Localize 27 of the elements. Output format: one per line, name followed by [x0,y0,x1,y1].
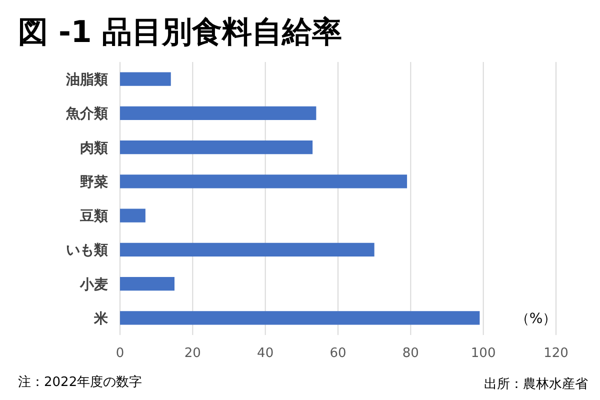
x-tick-label: 0 [116,346,124,361]
x-tick-label: 40 [257,346,274,361]
text: 注：2022年度の数字 [18,374,142,390]
bar [120,140,313,154]
x-tick-label: 60 [330,346,346,361]
bar [120,72,171,86]
bar [120,174,408,188]
x-axis-title: （%） [515,310,557,327]
chart-title: 図 -1 品目別食料自給率 [18,15,342,50]
y-tick-label: 肉類 [80,140,108,156]
x-tick-label: 80 [402,346,419,361]
x-tick-label: 20 [184,346,201,361]
x-tick-label: 100 [470,346,496,361]
y-tick-label: 米 [93,310,109,327]
y-tick-label: 小麦 [79,276,108,293]
y-tick-label: 野菜 [80,174,108,190]
x-tick-label: 120 [544,346,568,361]
text: 出所：農林水産省 [484,376,588,392]
y-tick-label: 豆類 [79,208,108,225]
bar [120,276,174,291]
y-tick-label: 魚介類 [65,106,108,122]
bar [120,242,374,257]
bar [120,106,316,120]
bar [120,208,146,222]
bar [120,311,480,325]
y-tick-label: いも類 [66,242,108,259]
y-tick-label: 油脂類 [65,72,108,88]
